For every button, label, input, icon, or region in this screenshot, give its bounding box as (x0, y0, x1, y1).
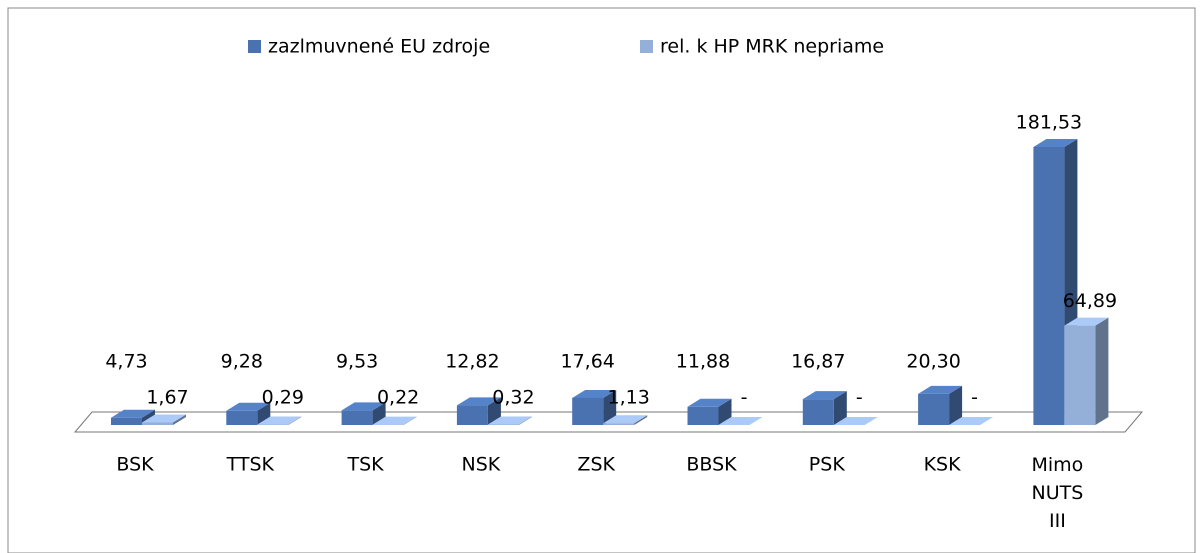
bar (1033, 147, 1065, 425)
bar-top (456, 397, 501, 406)
x-tick-label: Mimo NUTS III (1031, 454, 1083, 532)
data-label: - (741, 387, 748, 409)
data-label: 64,89 (1063, 290, 1117, 312)
bar (456, 405, 488, 425)
chart-frame (7, 7, 1196, 553)
data-label: 4,73 (105, 351, 147, 373)
bar-top (572, 389, 617, 398)
x-tick-label: TSK (347, 454, 385, 476)
bar (802, 399, 834, 425)
bar-side (173, 414, 186, 425)
data-label: 11,88 (676, 351, 730, 373)
bar-top (603, 415, 648, 424)
bar-side (1095, 317, 1109, 425)
data-label: 0,22 (377, 387, 419, 409)
data-label: - (856, 387, 863, 409)
data-label: 17,64 (560, 351, 614, 373)
x-tick-label: ZSK (577, 454, 615, 476)
legend-swatch (248, 40, 261, 53)
bar-side (718, 398, 732, 425)
bar-top (142, 414, 186, 423)
data-label: 0,32 (492, 387, 534, 409)
bar-side (634, 415, 648, 425)
bar-top (718, 417, 763, 425)
bar-top (802, 391, 847, 400)
bar-side (603, 389, 617, 425)
legend-label: zazlmuvnené EU zdroje (268, 36, 490, 58)
bar-top (487, 416, 532, 425)
bar-top (918, 385, 963, 394)
bar (918, 393, 950, 425)
data-label: 16,87 (791, 351, 845, 373)
bar-side (257, 402, 271, 425)
x-tick-label: BSK (116, 454, 154, 476)
bar-top (226, 402, 271, 411)
x-tick-label: KSK (924, 454, 962, 476)
bar (603, 423, 635, 425)
x-tick-label: PSK (809, 454, 846, 476)
bar-top (949, 417, 994, 425)
bar-top (1064, 317, 1109, 326)
data-label: 181,53 (1016, 112, 1082, 134)
bar (226, 410, 258, 425)
bar (341, 410, 373, 425)
bar-top (687, 398, 732, 407)
bar-side (403, 416, 417, 425)
data-label: 12,82 (445, 351, 499, 373)
bar (1064, 325, 1096, 425)
bar (572, 397, 604, 425)
data-label: 20,30 (906, 351, 960, 373)
bar-side (372, 402, 386, 425)
bar-top (257, 416, 302, 425)
bar-side (288, 416, 302, 425)
bar-top (111, 409, 155, 418)
data-label: 9,28 (221, 351, 263, 373)
bar-top (1033, 139, 1078, 147)
data-label: 1,67 (146, 387, 188, 409)
bar (111, 417, 142, 425)
data-label: 0,29 (262, 387, 304, 409)
bar-top (341, 402, 386, 411)
data-label: 9,53 (336, 351, 378, 373)
bar-side (949, 385, 963, 425)
x-tick-label: NSK (462, 454, 501, 476)
x-tick-label: TTSK (226, 454, 275, 476)
legend-swatch (640, 40, 653, 53)
bar (142, 422, 173, 425)
x-tick-label: BBSK (686, 454, 737, 476)
bar-side (833, 391, 847, 425)
bar (687, 406, 719, 425)
bar-side (487, 397, 501, 425)
bar-top (833, 417, 878, 425)
bar-side (518, 416, 532, 425)
legend-label: rel. k HP MRK nepriame (660, 36, 884, 58)
data-label: - (971, 387, 978, 409)
data-label: 1,13 (608, 387, 650, 409)
bar-top (372, 416, 417, 425)
